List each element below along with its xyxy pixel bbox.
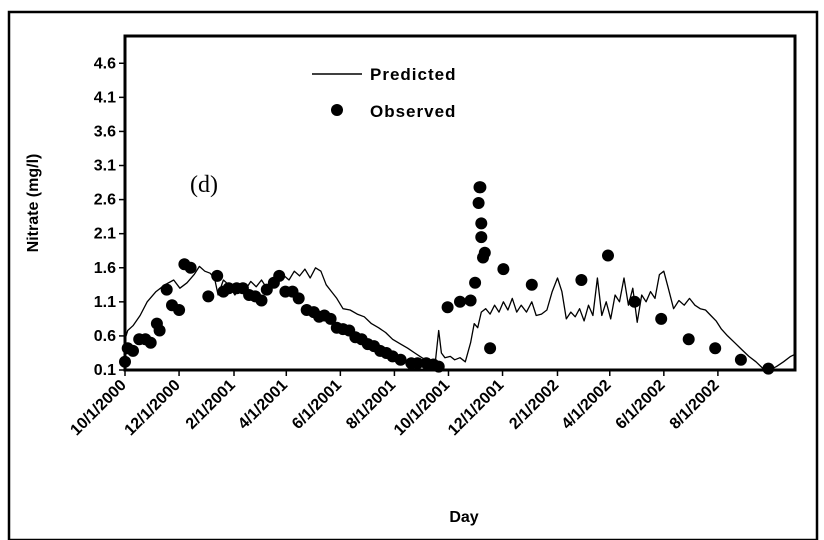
legend-label-observed: Observed xyxy=(370,102,456,121)
observed-point xyxy=(464,294,477,307)
observed-point xyxy=(184,261,197,274)
x-axis-title: Day xyxy=(449,509,478,526)
y-tick-label: 0.1 xyxy=(94,362,116,379)
y-tick-label: 0.6 xyxy=(94,328,116,345)
plot-area-frame xyxy=(123,34,797,372)
observed-point xyxy=(628,295,641,308)
x-tick-label: 4/1/2001 xyxy=(235,377,291,433)
observed-point xyxy=(119,355,131,368)
y-axis-title: Nitrate (mg/l) xyxy=(25,154,42,253)
series-layer xyxy=(119,181,796,375)
observed-point xyxy=(211,269,224,282)
observed-point xyxy=(474,181,487,194)
observed-point xyxy=(475,231,488,244)
y-tick-label: 2.6 xyxy=(94,192,116,209)
predicted-series-line xyxy=(124,265,796,371)
x-tick-label: 8/1/2002 xyxy=(667,377,723,433)
x-tick-label: 8/1/2001 xyxy=(343,377,399,433)
figure-frame xyxy=(7,10,819,540)
observed-point xyxy=(709,342,722,355)
y-tick-label: 2.1 xyxy=(94,226,116,243)
observed-point xyxy=(575,274,588,286)
observed-point xyxy=(202,290,215,303)
observed-point xyxy=(602,249,614,262)
observed-point xyxy=(144,336,157,349)
x-tick-label: 10/1/2000 xyxy=(67,377,129,439)
observed-point xyxy=(454,295,466,308)
observed-point xyxy=(655,312,668,325)
observed-point xyxy=(394,353,407,366)
observed-point xyxy=(173,304,186,316)
x-tick-label: 4/1/2002 xyxy=(559,377,615,433)
observed-point xyxy=(292,292,305,305)
x-tick-label: 12/1/2000 xyxy=(122,377,184,439)
y-tick-label: 1.6 xyxy=(94,260,116,277)
observed-point xyxy=(153,324,166,337)
observed-point xyxy=(525,278,538,291)
x-tick-label: 2/1/2002 xyxy=(506,377,562,433)
observed-point xyxy=(411,357,424,370)
observed-point xyxy=(475,217,488,230)
x-tick-label: 6/1/2002 xyxy=(613,377,669,433)
observed-point xyxy=(484,342,497,355)
y-tick-label: 4.6 xyxy=(94,55,116,72)
panel-label: (d) xyxy=(190,172,218,198)
observed-point xyxy=(469,276,482,289)
observed-point xyxy=(762,362,775,375)
observed-point xyxy=(255,294,268,307)
y-tick-label: 3.6 xyxy=(94,123,116,140)
legend-marker-observed xyxy=(331,104,343,116)
y-tick-label: 1.1 xyxy=(94,294,116,311)
legend: Predicted Observed xyxy=(312,65,456,121)
observed-point xyxy=(324,312,337,325)
legend-label-predicted: Predicted xyxy=(370,65,456,84)
observed-point xyxy=(160,283,173,296)
x-tick-label: 6/1/2001 xyxy=(289,377,345,433)
x-tick-label: 10/1/2001 xyxy=(391,377,453,439)
observed-point xyxy=(472,197,485,209)
y-axis: 0.1 0.6 1.1 1.6 2.1 2.6 3.1 3.6 4.1 4.6 xyxy=(94,55,125,379)
observed-point xyxy=(432,360,445,373)
x-tick-label: 12/1/2001 xyxy=(445,377,507,439)
observed-point xyxy=(478,246,491,259)
y-tick-label: 4.1 xyxy=(94,89,116,106)
observed-point xyxy=(497,263,510,276)
x-tick-label: 2/1/2001 xyxy=(183,377,239,433)
observed-point xyxy=(682,333,695,346)
y-tick-label: 3.1 xyxy=(94,158,116,175)
observed-point xyxy=(734,353,747,366)
x-axis: 10/1/200012/1/20002/1/20014/1/20016/1/20… xyxy=(67,370,723,439)
observed-point xyxy=(127,344,139,357)
observed-point xyxy=(441,301,454,314)
observed-point xyxy=(273,269,286,282)
